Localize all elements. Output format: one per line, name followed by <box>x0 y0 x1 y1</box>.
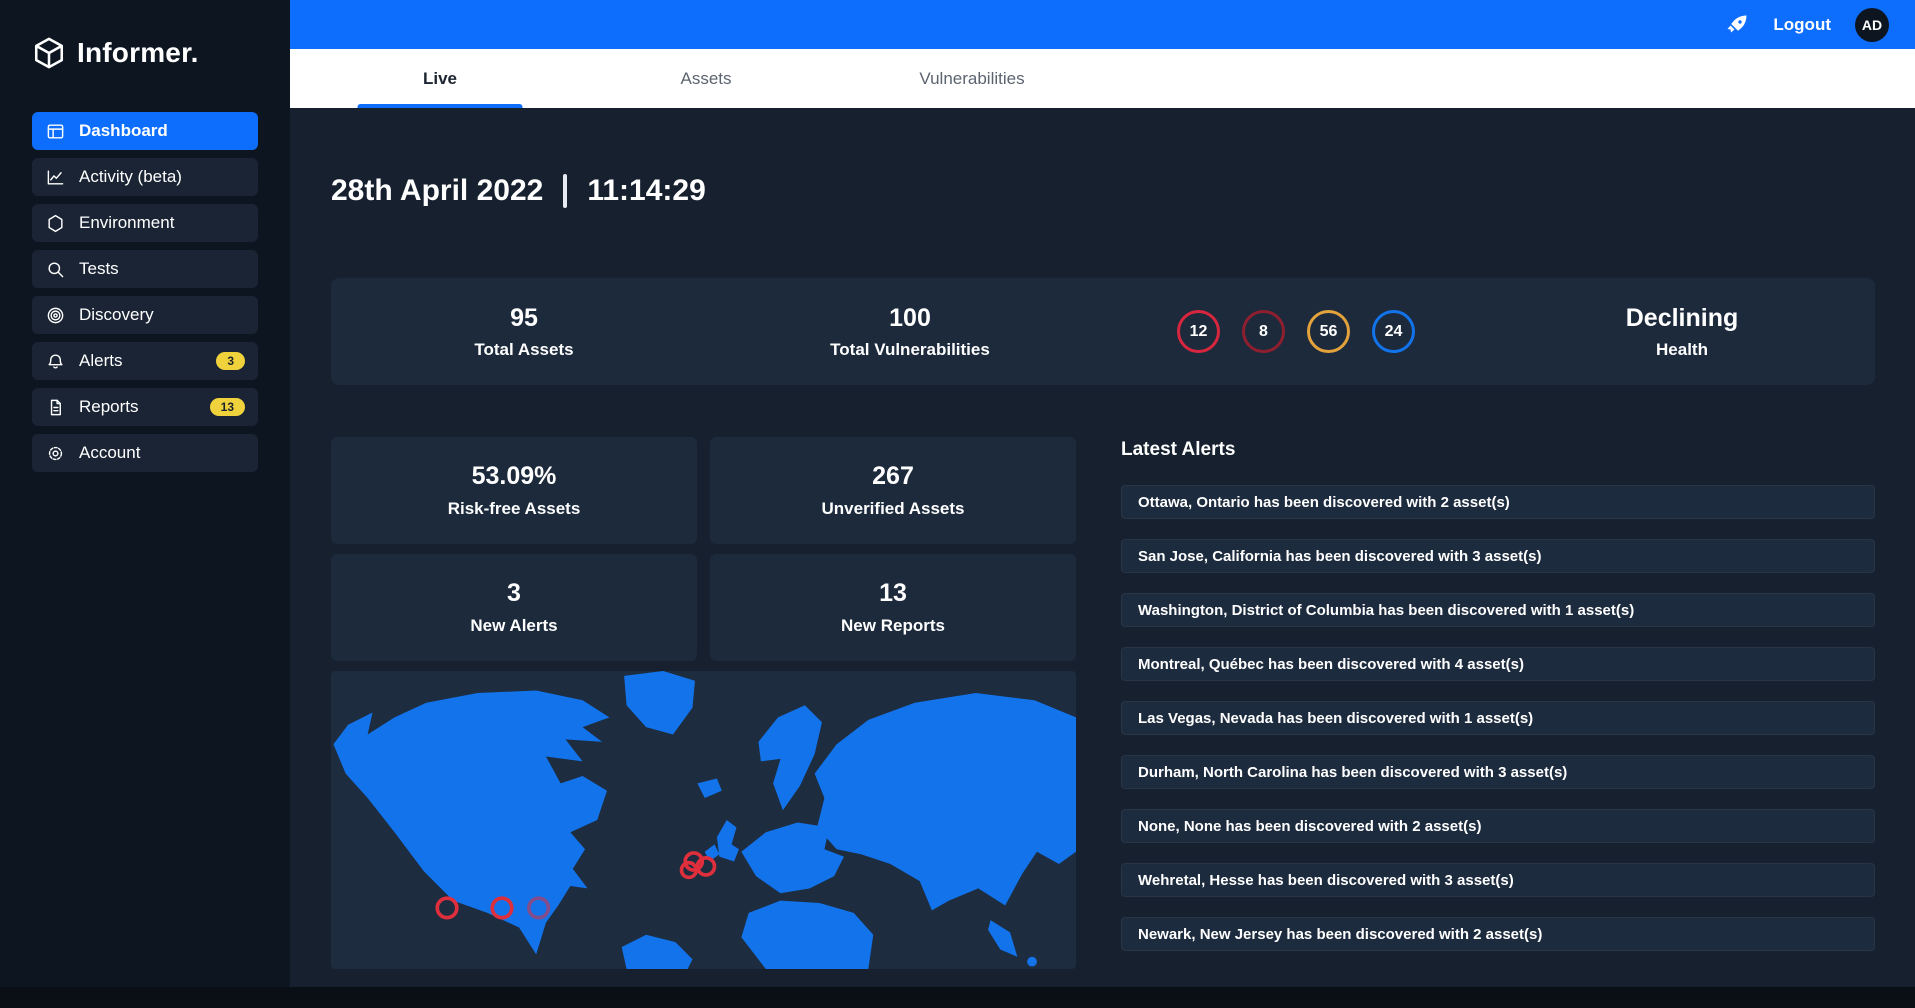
total-assets-stat: 95 Total Assets <box>331 304 717 360</box>
severity-circle-low: 24 <box>1372 310 1415 353</box>
stat-cards-grid: 53.09% Risk-free Assets 267 Unverified A… <box>331 437 1076 661</box>
sidebar-item-dashboard[interactable]: Dashboard <box>32 112 258 150</box>
sidebar-item-label: Tests <box>79 259 119 279</box>
hexagon-icon <box>45 213 65 233</box>
latest-alerts-title: Latest Alerts <box>1121 439 1875 461</box>
topbar: Logout AD <box>290 0 1915 49</box>
alert-item: San Jose, California has been discovered… <box>1121 539 1875 573</box>
tab-label: Assets <box>680 69 731 89</box>
rocket-icon[interactable] <box>1725 13 1749 37</box>
total-vulnerabilities-stat: 100 Total Vulnerabilities <box>717 304 1103 360</box>
sidebar-item-label: Environment <box>79 213 174 233</box>
brand-logo: Informer. <box>0 0 290 70</box>
stat-label: New Reports <box>841 616 945 636</box>
sidebar-item-environment[interactable]: Environment <box>32 204 258 242</box>
risk-free-assets-card: 53.09% Risk-free Assets <box>331 437 697 544</box>
activity-icon <box>45 167 65 187</box>
sidebar-item-label: Alerts <box>79 351 122 371</box>
user-avatar[interactable]: AD <box>1855 8 1889 42</box>
alert-item: Ottawa, Ontario has been discovered with… <box>1121 485 1875 519</box>
page-title: 28th April 2022 11:14:29 <box>331 174 1875 208</box>
total-assets-value: 95 <box>331 304 717 333</box>
gear-icon <box>45 443 65 463</box>
informer-logo-icon <box>32 36 66 70</box>
severity-count: 12 <box>1190 323 1208 341</box>
logout-button[interactable]: Logout <box>1773 15 1831 35</box>
new-alerts-card: 3 New Alerts <box>331 554 697 661</box>
sidebar-item-tests[interactable]: Tests <box>32 250 258 288</box>
target-icon <box>45 305 65 325</box>
latest-alerts-panel: Latest Alerts Ottawa, Ontario has been d… <box>1121 437 1875 971</box>
total-vulnerabilities-label: Total Vulnerabilities <box>717 340 1103 360</box>
sidebar-item-activity[interactable]: Activity (beta) <box>32 158 258 196</box>
tabbar: Live Assets Vulnerabilities <box>290 49 1915 108</box>
stat-label: Unverified Assets <box>822 499 965 519</box>
content-row: 53.09% Risk-free Assets 267 Unverified A… <box>331 437 1875 971</box>
sidebar: Informer. Dashboard Activity (beta) Envi… <box>0 0 290 1008</box>
summary-bar: 95 Total Assets 100 Total Vulnerabilitie… <box>331 278 1875 385</box>
tab-label: Vulnerabilities <box>919 69 1024 89</box>
sidebar-item-label: Activity (beta) <box>79 167 182 187</box>
severity-count: 8 <box>1259 323 1268 341</box>
stat-value: 13 <box>879 579 907 608</box>
map-marker <box>437 898 457 918</box>
stat-value: 53.09% <box>472 462 557 491</box>
reports-count-badge: 13 <box>210 398 245 416</box>
sidebar-nav: Dashboard Activity (beta) Environment Te… <box>32 112 258 472</box>
dashboard-icon <box>45 121 65 141</box>
bell-icon <box>45 351 65 371</box>
sidebar-item-label: Discovery <box>79 305 154 325</box>
sidebar-item-label: Reports <box>79 397 139 417</box>
divider <box>563 174 567 208</box>
brand-name: Informer. <box>77 37 199 69</box>
sidebar-item-reports[interactable]: Reports 13 <box>32 388 258 426</box>
health-label: Health <box>1489 340 1875 360</box>
alert-item: Washington, District of Columbia has bee… <box>1121 593 1875 627</box>
sidebar-item-label: Account <box>79 443 140 463</box>
tab-live[interactable]: Live <box>307 49 573 108</box>
stat-label: Risk-free Assets <box>448 499 581 519</box>
main-content: 28th April 2022 11:14:29 95 Total Assets… <box>290 108 1915 1008</box>
alerts-count-badge: 3 <box>216 352 245 370</box>
bottom-bar <box>0 987 1915 1008</box>
severity-circle-critical: 12 <box>1177 310 1220 353</box>
alert-item: None, None has been discovered with 2 as… <box>1121 809 1875 843</box>
sidebar-item-discovery[interactable]: Discovery <box>32 296 258 334</box>
informer-dashboard: Informer. Dashboard Activity (beta) Envi… <box>0 0 1915 1008</box>
alert-item: Wehretal, Hesse has been discovered with… <box>1121 863 1875 897</box>
alert-item: Montreal, Québec has been discovered wit… <box>1121 647 1875 681</box>
tab-label: Live <box>423 69 457 89</box>
world-map <box>331 671 1076 969</box>
severity-circles: 12 8 56 24 <box>1103 310 1489 353</box>
alert-item: Durham, North Carolina has been discover… <box>1121 755 1875 789</box>
stat-value: 3 <box>507 579 521 608</box>
severity-circle-medium: 56 <box>1307 310 1350 353</box>
stat-value: 267 <box>872 462 914 491</box>
tab-vulnerabilities[interactable]: Vulnerabilities <box>839 49 1105 108</box>
new-reports-card: 13 New Reports <box>710 554 1076 661</box>
sidebar-item-alerts[interactable]: Alerts 3 <box>32 342 258 380</box>
health-stat: Declining Health <box>1489 304 1875 360</box>
unverified-assets-card: 267 Unverified Assets <box>710 437 1076 544</box>
total-assets-label: Total Assets <box>331 340 717 360</box>
severity-count: 56 <box>1320 323 1338 341</box>
tab-assets[interactable]: Assets <box>573 49 839 108</box>
stat-label: New Alerts <box>470 616 557 636</box>
current-date: 28th April 2022 <box>331 174 543 208</box>
stats-and-map-column: 53.09% Risk-free Assets 267 Unverified A… <box>331 437 1076 971</box>
total-vulnerabilities-value: 100 <box>717 304 1103 333</box>
alert-item: Newark, New Jersey has been discovered w… <box>1121 917 1875 951</box>
severity-circle-high: 8 <box>1242 310 1285 353</box>
document-icon <box>45 397 65 417</box>
sidebar-item-account[interactable]: Account <box>32 434 258 472</box>
alert-item: Las Vegas, Nevada has been discovered wi… <box>1121 701 1875 735</box>
search-icon <box>45 259 65 279</box>
severity-count: 24 <box>1385 323 1403 341</box>
health-value: Declining <box>1489 304 1875 333</box>
current-time: 11:14:29 <box>587 174 705 208</box>
sidebar-item-label: Dashboard <box>79 121 168 141</box>
world-map-svg <box>331 671 1076 969</box>
